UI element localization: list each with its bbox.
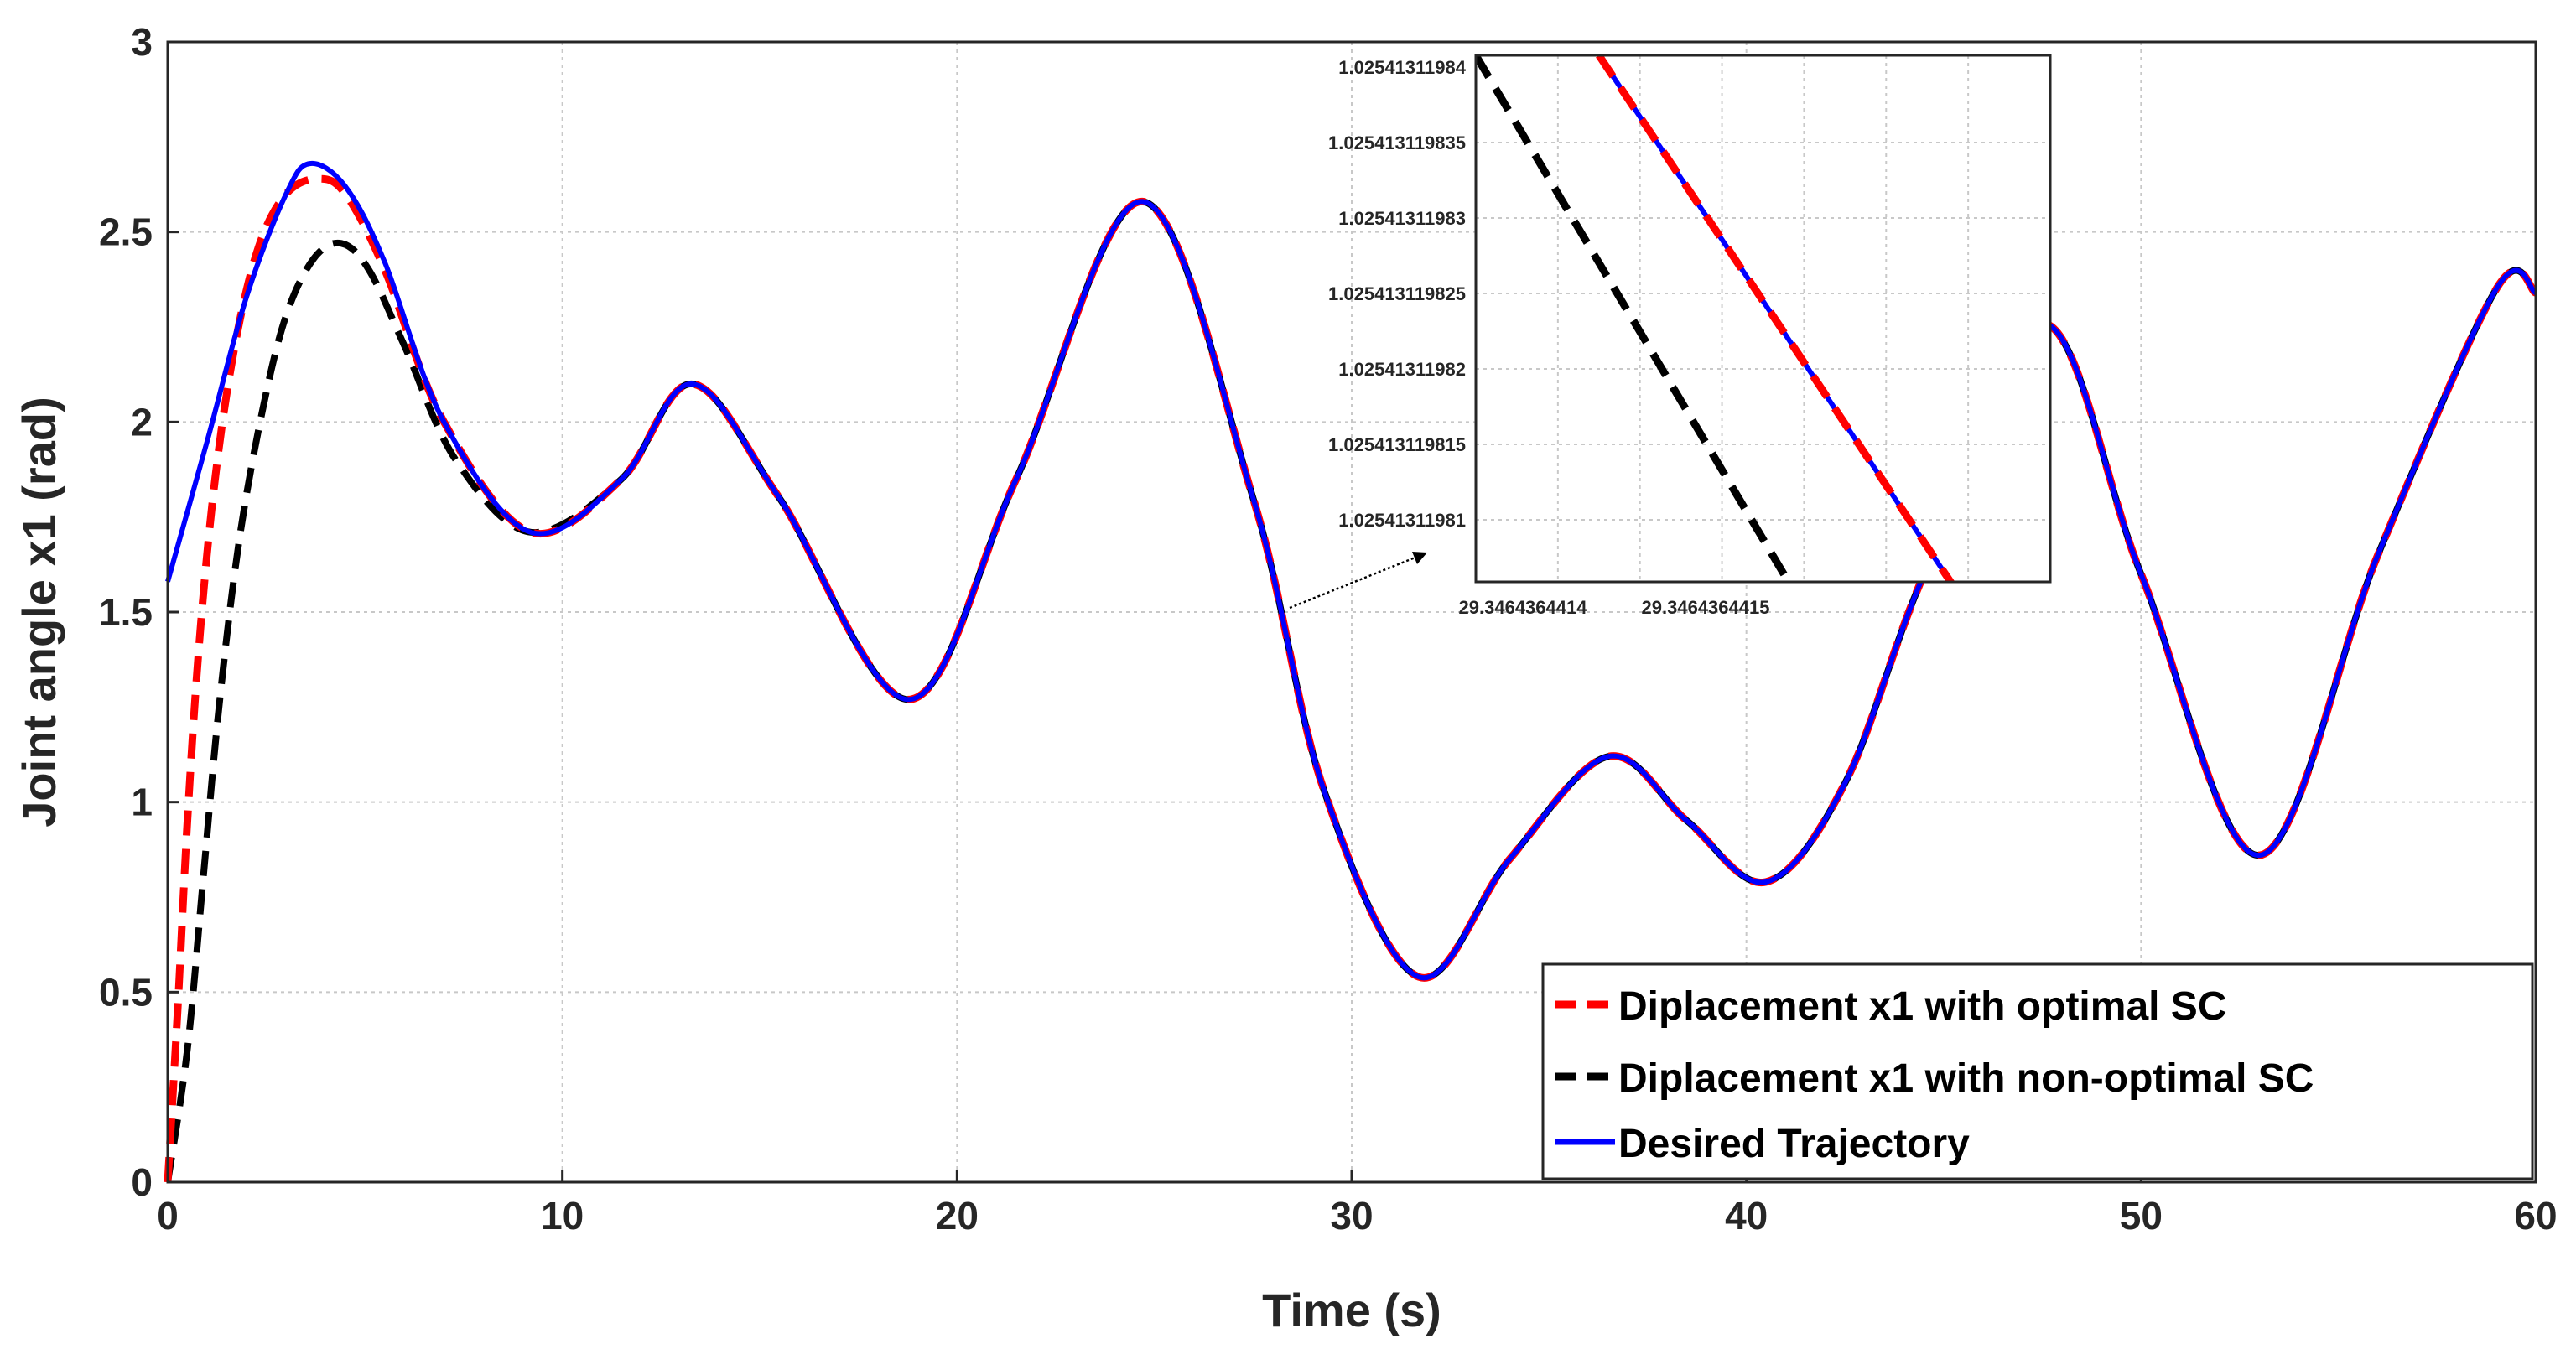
y-tick-label: 2 (131, 400, 153, 444)
legend-box (1541, 962, 2534, 1180)
inset-background (1476, 55, 2050, 582)
inset-line-non-optimal (1476, 55, 1794, 582)
inset-y-tick-label: 1.02541311982 (1338, 359, 1466, 380)
x-tick-label: 10 (541, 1194, 584, 1237)
inset-y-tick-label: 1.02541311981 (1338, 510, 1466, 531)
y-tick-label: 1.5 (99, 590, 153, 634)
inset-series (1476, 55, 1955, 582)
inset-y-tick-label: 1.025413119835 (1328, 132, 1466, 153)
inset-y-tick-label: 1.02541311984 (1338, 57, 1466, 78)
main-axes-box (166, 40, 2537, 1184)
series-line-desired (165, 161, 2537, 981)
legend: Diplacement x1 with optimal SC Diplaceme… (1541, 962, 2534, 1180)
legend-label-optimal: Diplacement x1 with optimal SC (1618, 984, 2226, 1029)
zoom-arrow-head (1412, 552, 1427, 564)
x-tick-label: 20 (936, 1194, 979, 1237)
x-tick-label: 50 (2120, 1194, 2163, 1237)
y-tick-label: 2.5 (99, 210, 153, 254)
x-tick-label: 0 (157, 1194, 179, 1237)
x-tick-labels: 0 10 20 30 40 50 60 (157, 1194, 2557, 1237)
inset-y-tick-label: 1.025413119825 (1328, 283, 1466, 304)
y-tick-label: 1 (131, 781, 153, 824)
inset-axes-box (1474, 54, 2052, 584)
inset-x-tick-label: 29.3464364415 (1642, 597, 1770, 618)
inset-grid (1476, 55, 2050, 582)
x-axis-title: Time (s) (1262, 1284, 1441, 1336)
x-tick-label: 30 (1330, 1194, 1373, 1237)
main-series (164, 161, 2538, 1183)
y-tick-label: 0 (131, 1160, 153, 1204)
inset-series-group (1476, 55, 1955, 582)
legend-label-non-optimal: Diplacement x1 with non-optimal SC (1618, 1056, 2314, 1101)
inset-x-tick-labels: 29.3464364414 29.3464364415 (1459, 597, 1770, 618)
y-tick-labels: 0 0.5 1 1.5 2 2.5 3 (99, 20, 153, 1204)
inset-line-optimal (1596, 55, 1955, 582)
y-tick-label: 3 (131, 20, 153, 64)
legend-label-desired: Desired Trajectory (1618, 1122, 1970, 1166)
inset-x-tick-label: 29.3464364414 (1459, 597, 1588, 618)
inset-y-tick-label: 1.025413119815 (1328, 434, 1466, 455)
y-axis-title: Joint angle x1 (rad) (13, 397, 65, 827)
inset-y-tick-label: 1.02541311983 (1338, 208, 1466, 229)
y-tick-label: 0.5 (99, 970, 153, 1014)
zoom-arrow (1289, 552, 1427, 610)
x-tick-label: 40 (1725, 1194, 1768, 1237)
inset-y-tick-labels: 1.02541311984 1.025413119835 1.02541311983… (1328, 57, 1467, 531)
inset-zoom: 1.02541311984 1.025413119835 1.02541311983… (1328, 54, 2052, 618)
x-tick-label: 60 (2514, 1194, 2557, 1237)
